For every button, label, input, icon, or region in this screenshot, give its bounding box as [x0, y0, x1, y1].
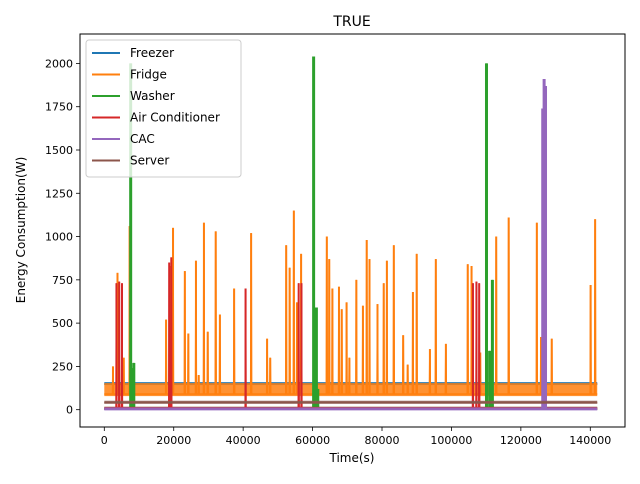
series-baseline-band — [104, 383, 598, 397]
y-tick-label: 1750 — [45, 101, 73, 114]
x-axis: 0 20000 40000 60000 80000 100000 120000 140000 — [101, 427, 611, 447]
legend-label: CAC — [130, 132, 155, 146]
plot-area — [104, 56, 598, 411]
y-tick-label: 2000 — [45, 57, 73, 70]
y-axis-label: Energy Consumption(W) — [14, 157, 28, 304]
x-tick-label: 0 — [101, 434, 108, 447]
y-tick-label: 500 — [52, 317, 73, 330]
y-tick-label: 1500 — [45, 144, 73, 157]
series-cac — [104, 79, 598, 411]
y-tick-label: 0 — [66, 404, 73, 417]
legend-label: Fridge — [130, 68, 167, 82]
legend-label: Washer — [130, 89, 175, 103]
y-tick-label: 1250 — [45, 187, 73, 200]
x-tick-label: 140000 — [569, 434, 611, 447]
legend-label: Air Conditioner — [130, 111, 220, 125]
x-tick-label: 60000 — [295, 434, 330, 447]
x-tick-label: 120000 — [500, 434, 542, 447]
x-tick-label: 40000 — [226, 434, 261, 447]
legend-label: Server — [130, 154, 169, 168]
series-server — [104, 400, 598, 404]
x-tick-label: 80000 — [365, 434, 400, 447]
legend: Freezer Fridge Washer Air Conditioner CAC Ser… — [85, 39, 242, 178]
y-tick-label: 250 — [52, 360, 73, 373]
y-tick-label: 1000 — [45, 231, 73, 244]
series-baseline-band — [104, 400, 598, 404]
legend-box — [85, 39, 242, 178]
series-baseline-band — [104, 407, 598, 411]
y-axis: 0 250 500 750 1000 1250 1500 1750 2000 — [45, 57, 80, 417]
chart-title: TRUE — [332, 14, 370, 30]
y-tick-label: 750 — [52, 274, 73, 287]
legend-label: Freezer — [130, 46, 174, 60]
x-axis-label: Time(s) — [329, 451, 375, 465]
x-tick-label: 20000 — [156, 434, 191, 447]
axes-frame — [79, 33, 626, 428]
x-tick-label: 100000 — [430, 434, 472, 447]
